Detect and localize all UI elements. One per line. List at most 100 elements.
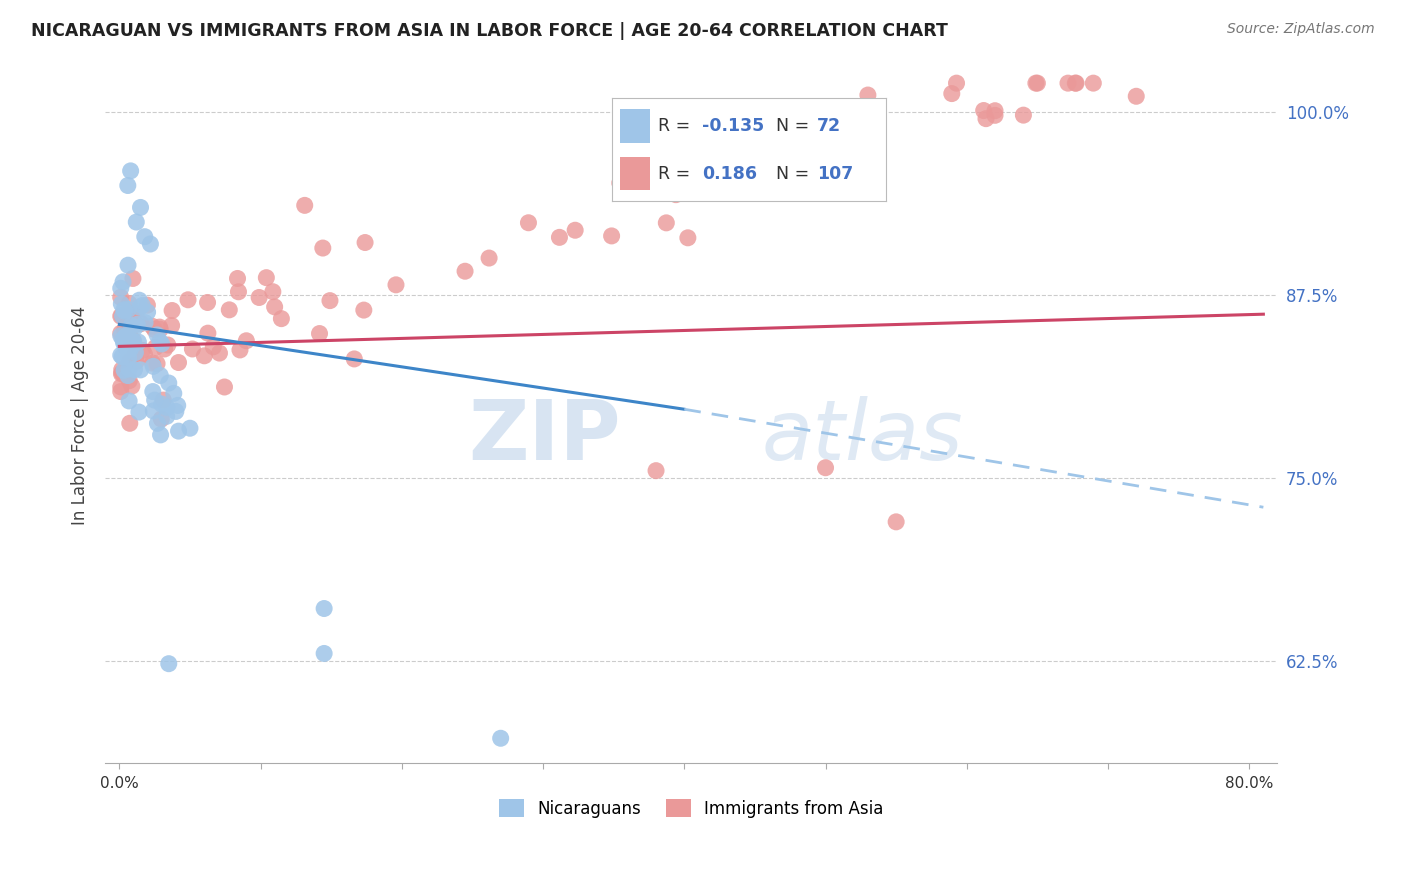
Point <box>856 88 879 103</box>
Point <box>163 386 186 401</box>
Point <box>143 322 166 336</box>
Point <box>142 384 165 399</box>
Point <box>150 337 173 351</box>
Point <box>124 347 146 361</box>
Point <box>120 333 142 347</box>
Point <box>128 293 150 308</box>
Point <box>1026 76 1049 90</box>
Point <box>111 366 134 380</box>
Point <box>665 187 688 202</box>
Point <box>117 306 139 320</box>
Point <box>489 731 512 746</box>
Point <box>124 320 146 334</box>
Point <box>125 307 148 321</box>
Point <box>1125 89 1147 103</box>
Point <box>984 108 1007 122</box>
Point <box>229 343 252 357</box>
Point <box>319 293 342 308</box>
Point <box>208 346 231 360</box>
Point <box>118 362 141 376</box>
Point <box>785 175 807 189</box>
Point <box>118 354 141 368</box>
Point <box>247 291 270 305</box>
Point <box>120 164 142 178</box>
Point <box>156 409 179 424</box>
Point <box>114 304 136 318</box>
Point <box>149 322 172 336</box>
Point <box>1064 76 1087 90</box>
Point <box>146 357 169 371</box>
Point <box>974 112 997 126</box>
Point <box>115 340 138 354</box>
Point <box>111 332 134 346</box>
Point <box>197 326 219 341</box>
Point <box>254 270 277 285</box>
Point <box>136 298 159 312</box>
Point <box>110 380 132 394</box>
Point <box>863 145 886 159</box>
Point <box>134 347 156 361</box>
Point <box>179 421 201 435</box>
Point <box>984 103 1007 118</box>
Point <box>146 417 169 431</box>
Point <box>111 309 134 323</box>
Point <box>142 404 165 418</box>
Point <box>226 271 249 285</box>
Point <box>353 303 375 318</box>
Point <box>120 318 142 333</box>
Text: -0.135: -0.135 <box>702 118 765 136</box>
Legend: Nicaraguans, Immigrants from Asia: Nicaraguans, Immigrants from Asia <box>492 793 890 824</box>
Point <box>124 362 146 376</box>
Point <box>645 464 668 478</box>
Point <box>136 305 159 319</box>
Point <box>129 363 152 377</box>
Point <box>112 275 135 289</box>
Point <box>117 302 139 317</box>
Point <box>517 216 540 230</box>
Point <box>134 229 156 244</box>
Point <box>110 326 132 341</box>
Point <box>117 258 139 272</box>
Point <box>157 657 180 671</box>
Point <box>564 223 586 237</box>
Bar <box>620 110 650 144</box>
Point <box>235 334 257 348</box>
Point <box>114 329 136 343</box>
Point <box>131 343 153 358</box>
Point <box>143 393 166 408</box>
Point <box>115 329 138 343</box>
Point <box>124 345 146 359</box>
Point <box>110 290 132 304</box>
Point <box>1025 76 1047 90</box>
Point <box>167 355 190 369</box>
Point <box>110 328 132 343</box>
Point <box>118 340 141 354</box>
Point <box>114 337 136 351</box>
Text: atlas: atlas <box>762 396 963 477</box>
Point <box>270 311 292 326</box>
Point <box>115 340 138 354</box>
Point <box>149 428 172 442</box>
Point <box>202 340 225 354</box>
Point <box>314 601 336 615</box>
Point <box>156 338 179 352</box>
Point <box>121 334 143 348</box>
Point <box>262 285 284 299</box>
Point <box>149 334 172 349</box>
Point <box>111 366 134 380</box>
Point <box>118 296 141 310</box>
Point <box>973 103 995 118</box>
Point <box>385 277 408 292</box>
Point <box>110 348 132 362</box>
Point <box>814 460 837 475</box>
Point <box>181 342 204 356</box>
Point <box>756 153 779 167</box>
Point <box>115 334 138 348</box>
Point <box>218 302 240 317</box>
Point <box>655 216 678 230</box>
Point <box>142 359 165 374</box>
Point <box>156 401 179 415</box>
Point <box>197 295 219 310</box>
Point <box>884 515 907 529</box>
Y-axis label: In Labor Force | Age 20-64: In Labor Force | Age 20-64 <box>72 306 89 525</box>
